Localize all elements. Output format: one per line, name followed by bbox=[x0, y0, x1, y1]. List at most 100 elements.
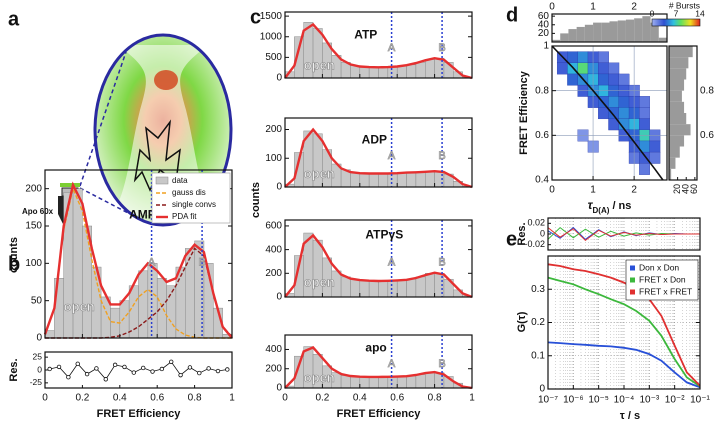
x-tick-label: 40 bbox=[681, 184, 691, 194]
y-tick-label: 0 bbox=[276, 292, 282, 303]
state-label: B bbox=[438, 42, 445, 54]
legend-label: Don x Don bbox=[639, 262, 679, 272]
histogram-bar bbox=[359, 376, 370, 389]
x-tick-label: 0.4 bbox=[353, 393, 367, 404]
heatmap-cell bbox=[608, 96, 620, 108]
plot-frame bbox=[284, 219, 473, 298]
x-tick-label: 0.2 bbox=[75, 393, 89, 404]
correlation-curve bbox=[547, 276, 701, 388]
y-tick-label: 0.2 bbox=[531, 317, 545, 328]
residual-point bbox=[169, 359, 174, 364]
marginal-bar bbox=[669, 46, 693, 58]
marginal-bar bbox=[609, 21, 618, 42]
histogram-bar bbox=[147, 263, 158, 339]
legend-box bbox=[625, 259, 699, 301]
plot-frame bbox=[284, 11, 473, 79]
x-tick-label: 0.4 bbox=[113, 393, 127, 404]
marginal-bar bbox=[617, 20, 626, 42]
legend-label: single convs bbox=[172, 200, 216, 209]
histogram-bar bbox=[368, 376, 379, 389]
marginal-bar bbox=[669, 135, 685, 147]
residual-point bbox=[75, 361, 80, 367]
y-tick-label: 0 bbox=[539, 384, 545, 395]
fit-curve bbox=[284, 127, 473, 189]
residual-point bbox=[150, 369, 155, 374]
y-tick-label: -25 bbox=[30, 377, 43, 387]
y-tick-label: 1500 bbox=[260, 11, 283, 22]
x-tick-label: 0 bbox=[549, 2, 555, 13]
heatmap-cell bbox=[577, 51, 589, 64]
x-tick-label: 0 bbox=[42, 393, 48, 404]
zoom-line bbox=[79, 187, 131, 215]
correlation-curve bbox=[547, 263, 701, 387]
marginal-bar bbox=[560, 33, 569, 42]
colorbar-tick-label: 0 bbox=[650, 8, 655, 18]
protein bbox=[133, 119, 181, 192]
y-tick-label: 0 bbox=[276, 73, 282, 84]
histogram-bar bbox=[406, 172, 417, 188]
heatmap-cell bbox=[598, 51, 609, 64]
peak-label: open bbox=[304, 370, 335, 385]
panel-label: e bbox=[506, 228, 517, 250]
residual-point bbox=[159, 366, 165, 372]
static-fret-line bbox=[551, 45, 664, 181]
residual-point bbox=[103, 377, 108, 382]
marginal-frame bbox=[551, 13, 668, 43]
heatmap-cell bbox=[567, 51, 579, 64]
residual-point bbox=[112, 362, 118, 368]
histogram-bar bbox=[415, 171, 426, 188]
x-tick-label: 0.2 bbox=[315, 393, 329, 404]
state-label: A bbox=[388, 358, 396, 370]
histogram-bar bbox=[138, 270, 149, 339]
x-tick-label: 0 bbox=[549, 185, 555, 196]
marginal-bar bbox=[669, 57, 689, 69]
x-tick-label: 1 bbox=[469, 393, 475, 404]
condition-label: apo bbox=[365, 340, 386, 354]
y-tick-label: 0.8 bbox=[700, 85, 714, 96]
state-label: B bbox=[438, 256, 445, 268]
state-label: A bbox=[148, 256, 156, 268]
legend-swatch bbox=[155, 176, 169, 185]
x-tick-label: 1 bbox=[590, 185, 596, 196]
heatmap-cell bbox=[649, 151, 661, 164]
y-tick-label: 1 bbox=[543, 41, 549, 52]
marginal-bar bbox=[642, 16, 651, 42]
marginal-bar bbox=[584, 24, 594, 42]
x-axis-label-part: D(A) bbox=[593, 206, 610, 215]
x-axis-label: τ / s bbox=[620, 410, 640, 422]
marginal-bar bbox=[650, 22, 659, 42]
x-axis-label: FRET Efficiency bbox=[337, 408, 422, 420]
y-tick-label: 0.6 bbox=[535, 130, 549, 141]
histogram-bar bbox=[387, 172, 398, 188]
state-label: A bbox=[388, 150, 396, 162]
residual-point bbox=[206, 366, 211, 371]
y-tick-label: 1000 bbox=[260, 31, 283, 42]
marginal-bar bbox=[552, 39, 561, 42]
marginal-bar bbox=[658, 37, 667, 42]
y-tick-label: 60 bbox=[538, 11, 550, 22]
histogram-bar bbox=[368, 173, 379, 188]
state-label: A bbox=[388, 256, 396, 268]
y-tick-label: 500 bbox=[265, 52, 282, 63]
heatmap-cell bbox=[639, 118, 650, 131]
x-tick-label: 10⁻⁵ bbox=[588, 395, 609, 406]
histogram-bar bbox=[396, 280, 407, 298]
objective-label: Apo 60x bbox=[22, 207, 54, 216]
histogram-bar bbox=[359, 172, 370, 188]
legend-label: PDA fit bbox=[172, 212, 197, 221]
state-label: B bbox=[438, 150, 445, 162]
marginal-bar bbox=[634, 18, 643, 42]
histogram-bar bbox=[406, 375, 417, 389]
colorbar-tick-label: 7 bbox=[674, 8, 679, 18]
state-label: B bbox=[198, 256, 205, 268]
legend-label: gauss dis bbox=[172, 188, 206, 197]
residual-axis-label: Res. bbox=[8, 358, 20, 381]
panel-label: c bbox=[250, 6, 261, 28]
y-tick-label: 100 bbox=[265, 153, 282, 164]
residual-point bbox=[94, 366, 99, 371]
y-tick-label: 200 bbox=[265, 363, 282, 374]
plot-frame bbox=[44, 169, 233, 339]
histogram-bar bbox=[350, 376, 361, 389]
y-tick-label: 0 bbox=[36, 333, 42, 344]
